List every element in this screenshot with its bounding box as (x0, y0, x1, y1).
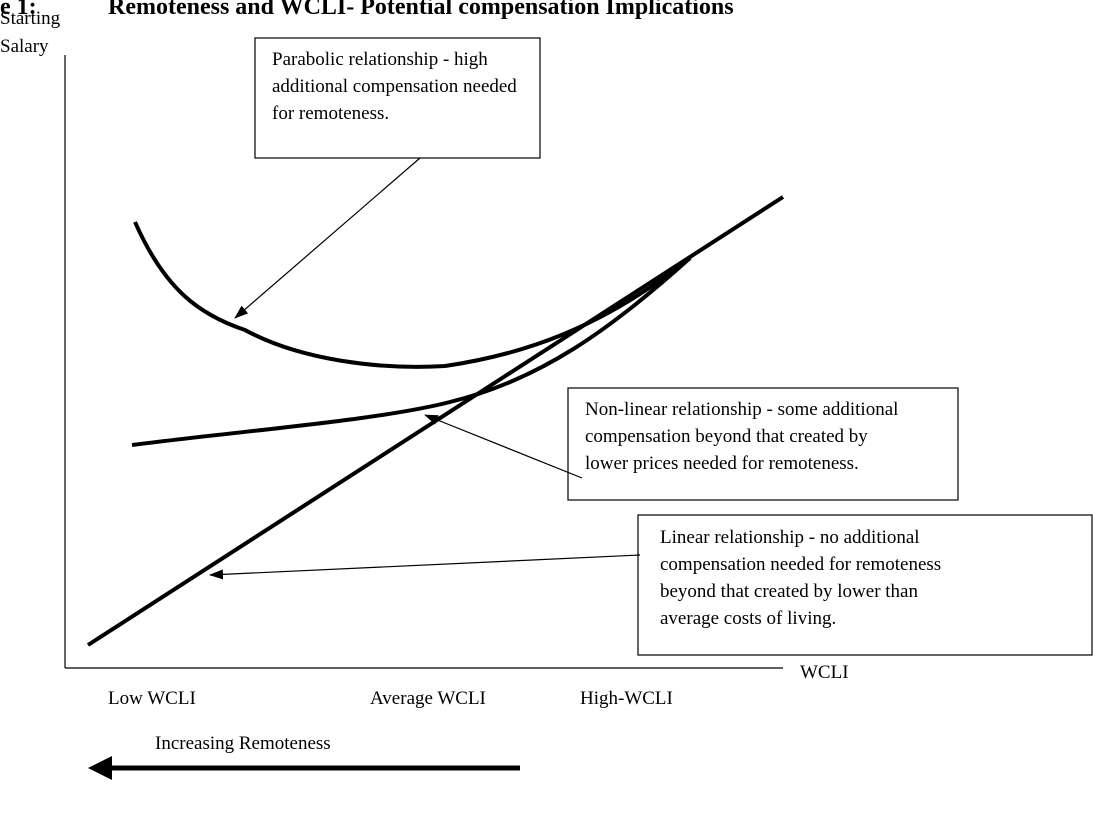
direction-arrowhead (88, 756, 112, 780)
callout-text: lower prices needed for remoteness. (585, 453, 859, 474)
callout-arrow (234, 157, 421, 319)
callout-arrow (424, 414, 583, 479)
callout-box (254, 37, 541, 159)
callout-text: additional compensation needed (272, 76, 517, 97)
callout-text: Non-linear relationship - some additiona… (585, 399, 898, 420)
y-axis-label: Starting (0, 8, 61, 29)
x-label: Low WCLI (108, 688, 196, 709)
x-axis-label: WCLI (800, 662, 849, 683)
callout-box (637, 514, 1093, 656)
callout-arrow (209, 554, 641, 580)
callout-text: Linear relationship - no additional (660, 527, 920, 548)
y-axis-label: Salary (0, 36, 49, 57)
callout-box (567, 387, 959, 501)
callout-text: average costs of living. (660, 608, 836, 629)
parabolic-curve (133, 221, 692, 369)
callout-text: beyond that created by lower than (660, 581, 918, 602)
direction-label: Increasing Remoteness (155, 733, 331, 754)
callout-text: compensation beyond that created by (585, 426, 868, 447)
title-prefix: e 1: (0, 0, 37, 20)
x-label: High-WCLI (580, 688, 673, 709)
callout-text: for remoteness. (272, 103, 389, 124)
nonlinear-curve (131, 256, 692, 447)
x-label: Average WCLI (370, 688, 486, 709)
callout-text: Parabolic relationship - high (272, 49, 488, 70)
title: Remoteness and WCLI- Potential compensat… (108, 0, 734, 20)
callout-text: compensation needed for remoteness (660, 554, 941, 575)
